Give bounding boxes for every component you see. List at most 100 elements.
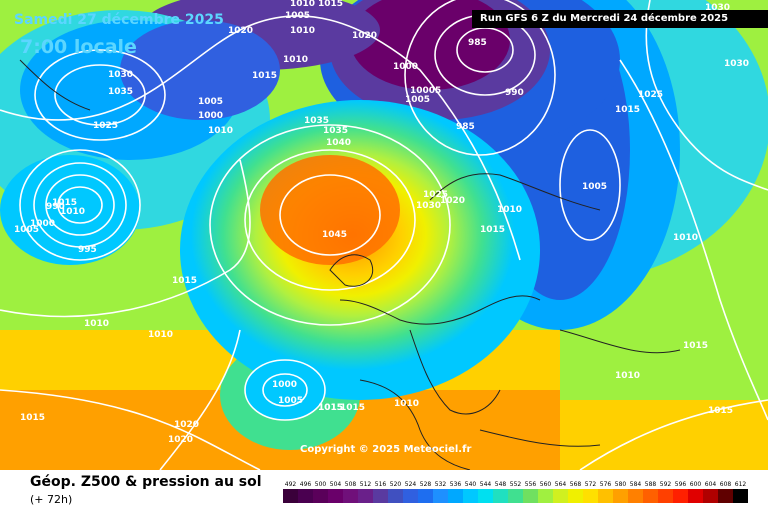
- scale-swatch: [403, 489, 418, 503]
- scale-label: 552: [510, 481, 522, 488]
- pressure-label: 1005: [582, 182, 607, 192]
- pressure-label: 1010: [84, 319, 109, 329]
- pressure-label: 1030: [724, 59, 749, 69]
- scale-swatch: [358, 489, 373, 503]
- scale-label: 576: [600, 481, 612, 488]
- scale-label: 548: [495, 481, 507, 488]
- pressure-label: 1010: [208, 126, 233, 136]
- scale-swatch: [568, 489, 583, 503]
- pressure-label: 1035: [304, 116, 329, 126]
- scale-label: 540: [465, 481, 477, 488]
- scale-swatch: [598, 489, 613, 503]
- pressure-label: 1030: [705, 3, 730, 13]
- scale-swatch: [733, 489, 748, 503]
- pressure-label: 1000: [30, 219, 55, 229]
- scale-swatch: [463, 489, 478, 503]
- pressure-label: 1020: [440, 196, 465, 206]
- scale-label: 600: [690, 481, 702, 488]
- scale-swatch: [343, 489, 358, 503]
- pressure-label: 1005: [405, 95, 430, 105]
- pressure-label: 1015: [318, 0, 343, 9]
- scale-label: 556: [525, 481, 537, 488]
- scale-label: 524: [405, 481, 417, 488]
- scale-label: 532: [435, 481, 447, 488]
- scale-label: 516: [375, 481, 387, 488]
- scale-swatch: [508, 489, 523, 503]
- scale-swatch: [553, 489, 568, 503]
- scale-swatch: [388, 489, 403, 503]
- pressure-label: 1010: [148, 330, 173, 340]
- pressure-label: 1000: [272, 380, 297, 390]
- pressure-label: 1000: [198, 111, 223, 121]
- pressure-label: 1015: [615, 105, 640, 115]
- pressure-label: 1025: [93, 121, 118, 131]
- pressure-label: 1015: [340, 403, 365, 413]
- scale-label: 560: [540, 481, 552, 488]
- scale-swatch: [313, 489, 328, 503]
- scale-swatch: [523, 489, 538, 503]
- pressure-label: 1015: [252, 71, 277, 81]
- pressure-label: 1015: [318, 403, 343, 413]
- pressure-label: 1010: [60, 207, 85, 217]
- scale-label: 584: [630, 481, 642, 488]
- weather-map: 1020 1010 1005 1015 1020 1010 1030 1035 …: [0, 0, 768, 470]
- pressure-label: 1030: [416, 201, 441, 211]
- isobars: [0, 0, 768, 470]
- forecast-date: Samedi 27 décembre 2025: [14, 12, 224, 28]
- pressure-label: 1040: [326, 138, 351, 148]
- color-scale: 492 496 500 504 508 512 516 520 524 528 532 536 540 5…: [283, 481, 748, 503]
- chart-title: Géop. Z500 & pression au sol: [30, 474, 262, 490]
- pressure-label: 1015: [708, 406, 733, 416]
- scale-swatch: [418, 489, 433, 503]
- scale-label: 544: [480, 481, 492, 488]
- scale-swatch: [283, 489, 298, 503]
- scale-label: 568: [570, 481, 582, 488]
- pressure-label: 1035: [323, 126, 348, 136]
- scale-label: 564: [555, 481, 567, 488]
- scale-swatch: [478, 489, 493, 503]
- pressure-label: 1010: [673, 233, 698, 243]
- scale-label: 612: [735, 481, 747, 488]
- scale-label: 588: [645, 481, 657, 488]
- pressure-label: 1030: [108, 70, 133, 80]
- pressure-label: 1005: [198, 97, 223, 107]
- pressure-label: 1025: [423, 190, 448, 200]
- scale-swatch: [373, 489, 388, 503]
- pressure-label: 1005: [14, 225, 39, 235]
- pressure-labels: 1020 1010 1005 1015 1020 1010 1030 1035 …: [14, 0, 749, 445]
- scale-swatch: [448, 489, 463, 503]
- scale-label: 596: [675, 481, 687, 488]
- forecast-time: 7:00 locale: [20, 36, 137, 58]
- scale-swatch: [718, 489, 733, 503]
- pressure-label: 985: [456, 122, 475, 132]
- coastlines: [19, 59, 681, 470]
- pressure-label: 1020: [352, 31, 377, 41]
- scale-swatch: [328, 489, 343, 503]
- scale-swatch: [433, 489, 448, 503]
- pressure-label: 1035: [108, 87, 133, 97]
- pressure-label: 1005: [285, 11, 310, 21]
- pressure-label: 10005: [410, 86, 441, 96]
- pressure-label: 1010: [615, 371, 640, 381]
- pressure-label: 1005: [278, 396, 303, 406]
- scale-label: 492: [285, 481, 297, 488]
- pressure-label: 1010: [497, 205, 522, 215]
- pressure-label: 990: [505, 88, 524, 98]
- scale-swatch: [673, 489, 688, 503]
- pressure-label: 1015: [683, 341, 708, 351]
- pressure-label: 985: [468, 38, 487, 48]
- scale-label: 520: [390, 481, 402, 488]
- scale-label: 608: [720, 481, 732, 488]
- pressure-label: 990: [46, 202, 65, 212]
- pressure-label: 1015: [480, 225, 505, 235]
- scale-label: 508: [345, 481, 357, 488]
- scale-swatch: [493, 489, 508, 503]
- pressure-label: 1025: [638, 90, 663, 100]
- pressure-label: 1020: [174, 420, 199, 430]
- scale-swatch: [613, 489, 628, 503]
- pressure-label: 1010: [394, 399, 419, 409]
- scale-label: 604: [705, 481, 717, 488]
- pressure-label: 1015: [318, 403, 343, 413]
- scale-label: 536: [450, 481, 462, 488]
- scale-label: 500: [315, 481, 327, 488]
